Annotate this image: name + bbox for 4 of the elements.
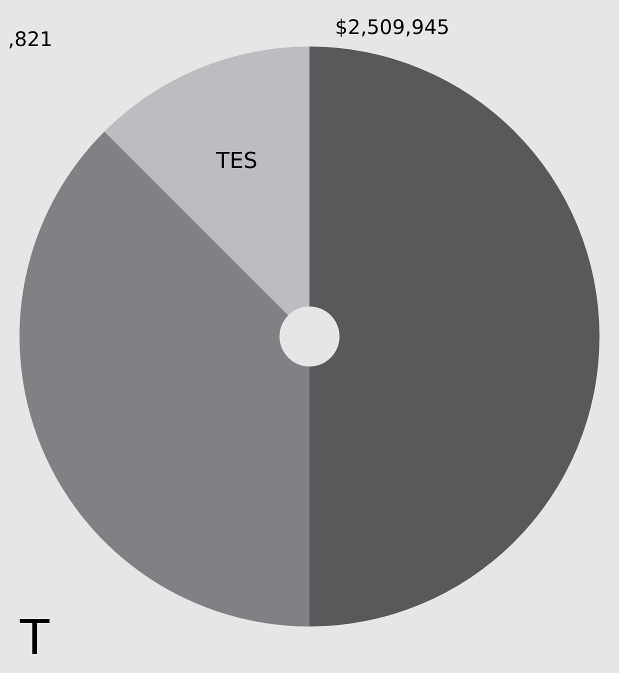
- text: T: [19, 610, 50, 666]
- text: ,821: [8, 27, 53, 51]
- text: $2,509,945: [335, 15, 450, 39]
- slice-label: TES: [215, 148, 258, 174]
